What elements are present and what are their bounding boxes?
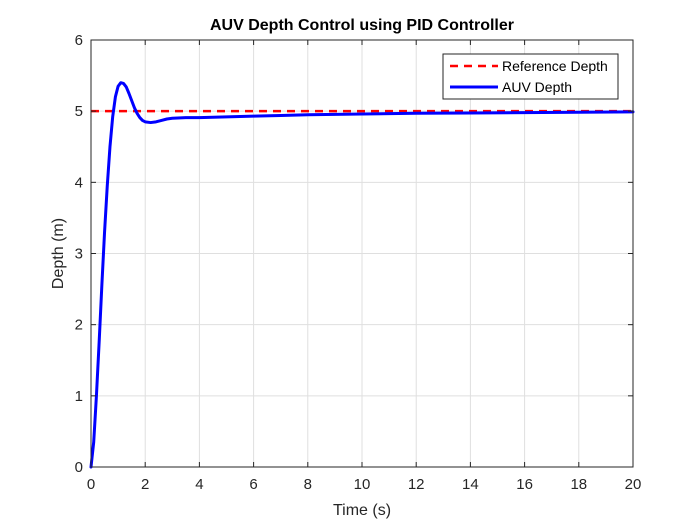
x-tick-labels: 0 2 4 6 8 10 12 14 16 18 20 bbox=[87, 476, 642, 493]
x-tick-label: 0 bbox=[87, 476, 95, 493]
y-tick-label: 4 bbox=[75, 174, 83, 191]
y-tick-labels: 0 1 2 3 4 5 6 bbox=[75, 32, 83, 476]
x-tick-label: 12 bbox=[408, 476, 425, 493]
y-tick-label: 5 bbox=[75, 103, 83, 120]
x-tick-label: 2 bbox=[141, 476, 149, 493]
chart-title: AUV Depth Control using PID Controller bbox=[210, 17, 514, 34]
y-tick-label: 0 bbox=[75, 459, 83, 476]
x-tick-label: 6 bbox=[249, 476, 257, 493]
x-axis-label: Time (s) bbox=[333, 502, 391, 519]
y-tick-label: 3 bbox=[75, 246, 83, 263]
y-tick-label: 2 bbox=[75, 317, 83, 334]
x-tick-label: 10 bbox=[354, 476, 371, 493]
tick-marks bbox=[90, 39, 634, 468]
auv-depth-line bbox=[89, 81, 635, 469]
x-tick-label: 20 bbox=[625, 476, 642, 493]
x-tick-label: 14 bbox=[462, 476, 479, 493]
x-tick-label: 18 bbox=[570, 476, 587, 493]
x-tick-label: 16 bbox=[516, 476, 533, 493]
legend-label-reference-depth: Reference Depth bbox=[502, 58, 608, 74]
series-layer bbox=[89, 81, 635, 469]
legend-box bbox=[442, 53, 619, 100]
y-axis-label: Depth (m) bbox=[50, 218, 67, 289]
x-tick-label: 8 bbox=[304, 476, 312, 493]
legend: Reference Depth AUV Depth bbox=[442, 53, 619, 100]
y-tick-label: 1 bbox=[75, 388, 83, 405]
legend-label-auv-depth: AUV Depth bbox=[502, 79, 572, 95]
y-tick-label: 6 bbox=[75, 32, 83, 49]
x-tick-label: 4 bbox=[195, 476, 203, 493]
